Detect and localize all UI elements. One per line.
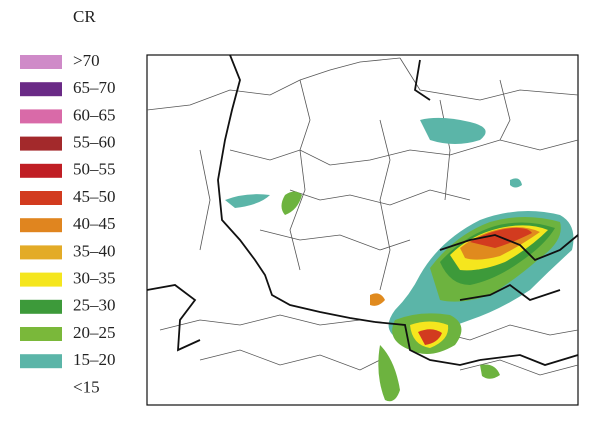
legend-label: 30–35 bbox=[73, 269, 116, 288]
legend-swatch bbox=[20, 245, 62, 260]
legend-label: 35–40 bbox=[73, 241, 116, 260]
legend-title: CR bbox=[73, 7, 96, 26]
legend-label: 15–20 bbox=[73, 350, 116, 369]
national-borders bbox=[146, 54, 579, 366]
legend-swatch bbox=[20, 82, 62, 97]
legend-swatch bbox=[20, 354, 62, 369]
legend: >70 65–70 60–65 55–60 50–55 45–50 40–45 35–40 30… bbox=[20, 51, 116, 396]
legend-swatch bbox=[20, 136, 62, 151]
legend-label: <15 bbox=[73, 377, 100, 396]
legend-swatch bbox=[20, 163, 62, 178]
legend-swatch bbox=[20, 55, 62, 69]
legend-label: 65–70 bbox=[73, 78, 116, 97]
legend-swatch bbox=[20, 299, 62, 314]
legend-label: 45–50 bbox=[73, 187, 116, 206]
legend-label: 40–45 bbox=[73, 214, 116, 233]
legend-swatch bbox=[20, 272, 62, 287]
map bbox=[146, 54, 579, 406]
legend-label: 25–30 bbox=[73, 296, 116, 315]
legend-swatch bbox=[20, 191, 62, 205]
legend-label: >70 bbox=[73, 51, 100, 70]
province-borders bbox=[146, 57, 579, 376]
legend-swatch bbox=[20, 327, 62, 341]
legend-label: 20–25 bbox=[73, 323, 116, 342]
legend-label: 50–55 bbox=[73, 160, 116, 179]
legend-swatch bbox=[20, 218, 62, 233]
legend-label: 55–60 bbox=[73, 133, 116, 152]
legend-swatch bbox=[20, 109, 62, 124]
legend-label: 60–65 bbox=[73, 105, 116, 124]
